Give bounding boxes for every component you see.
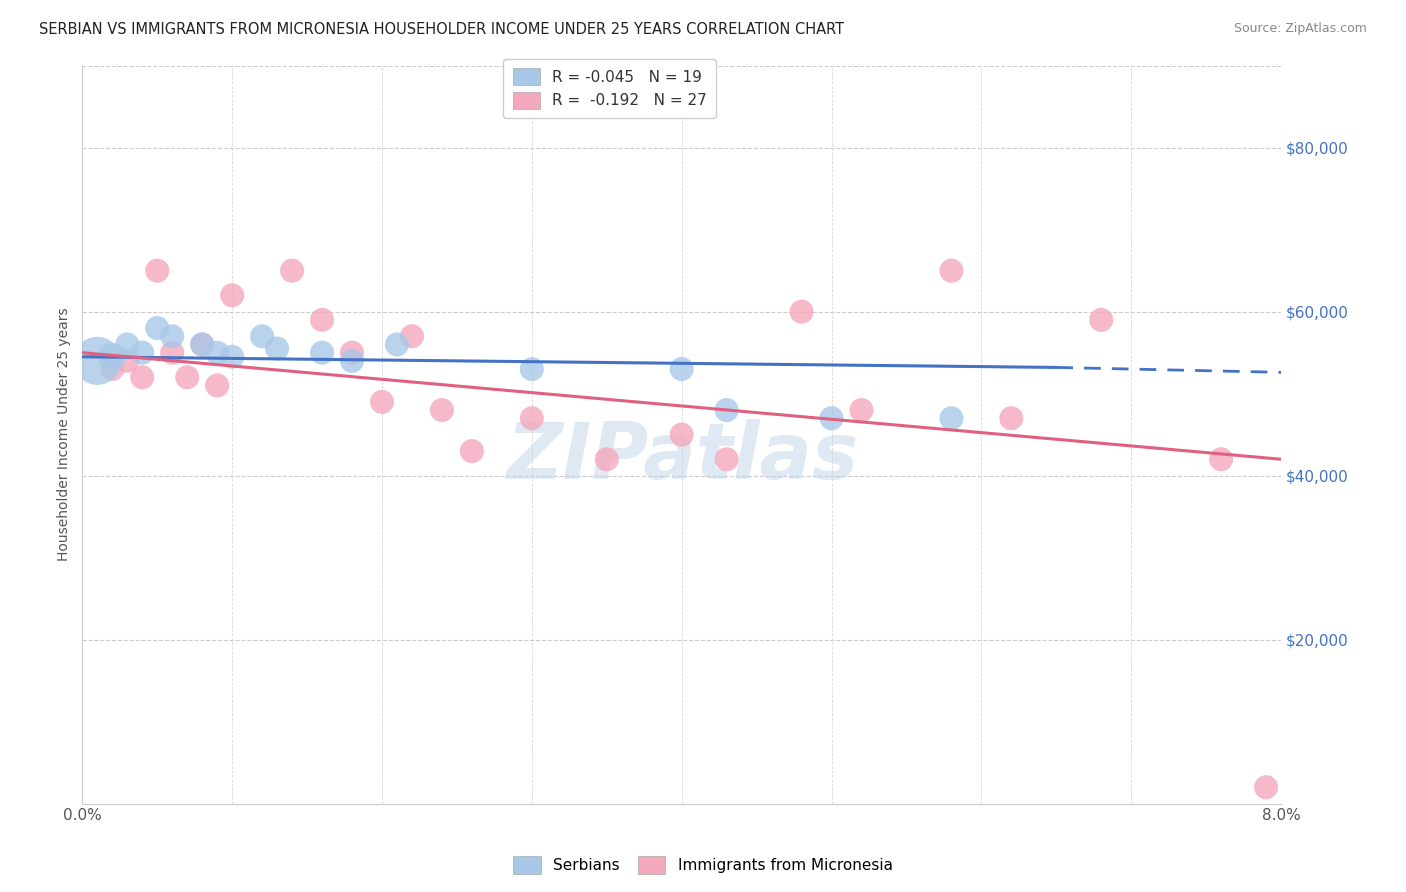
Point — [385, 337, 408, 351]
Point — [340, 354, 363, 368]
Point — [461, 444, 484, 458]
Point — [191, 337, 214, 351]
Text: ZIPatlas: ZIPatlas — [506, 419, 858, 495]
Y-axis label: Householder Income Under 25 years: Householder Income Under 25 years — [58, 308, 72, 561]
Text: SERBIAN VS IMMIGRANTS FROM MICRONESIA HOUSEHOLDER INCOME UNDER 25 YEARS CORRELAT: SERBIAN VS IMMIGRANTS FROM MICRONESIA HO… — [39, 22, 845, 37]
Text: Source: ZipAtlas.com: Source: ZipAtlas.com — [1233, 22, 1367, 36]
Point — [716, 403, 738, 417]
Point — [520, 411, 543, 425]
Point — [1090, 313, 1112, 327]
Point — [101, 350, 124, 364]
Point — [596, 452, 619, 467]
Legend: Serbians, Immigrants from Micronesia: Serbians, Immigrants from Micronesia — [508, 850, 898, 880]
Point — [371, 395, 394, 409]
Point — [1211, 452, 1233, 467]
Point — [311, 345, 333, 359]
Point — [716, 452, 738, 467]
Point — [790, 304, 813, 318]
Point — [851, 403, 873, 417]
Point — [160, 345, 183, 359]
Point — [340, 345, 363, 359]
Point — [146, 321, 169, 335]
Point — [401, 329, 423, 343]
Point — [146, 263, 169, 277]
Point — [520, 362, 543, 376]
Legend: R = -0.045   N = 19, R =  -0.192   N = 27: R = -0.045 N = 19, R = -0.192 N = 27 — [503, 59, 716, 119]
Point — [160, 329, 183, 343]
Point — [191, 337, 214, 351]
Point — [671, 362, 693, 376]
Point — [176, 370, 198, 384]
Point — [941, 263, 963, 277]
Point — [941, 411, 963, 425]
Point — [671, 427, 693, 442]
Point — [101, 362, 124, 376]
Point — [311, 313, 333, 327]
Point — [117, 354, 139, 368]
Point — [131, 370, 153, 384]
Point — [430, 403, 453, 417]
Point — [281, 263, 304, 277]
Point — [205, 345, 228, 359]
Point — [820, 411, 842, 425]
Point — [117, 337, 139, 351]
Point — [205, 378, 228, 392]
Point — [266, 342, 288, 356]
Point — [250, 329, 273, 343]
Point — [131, 345, 153, 359]
Point — [86, 354, 108, 368]
Point — [221, 350, 243, 364]
Point — [1254, 780, 1277, 795]
Point — [221, 288, 243, 302]
Point — [1000, 411, 1022, 425]
